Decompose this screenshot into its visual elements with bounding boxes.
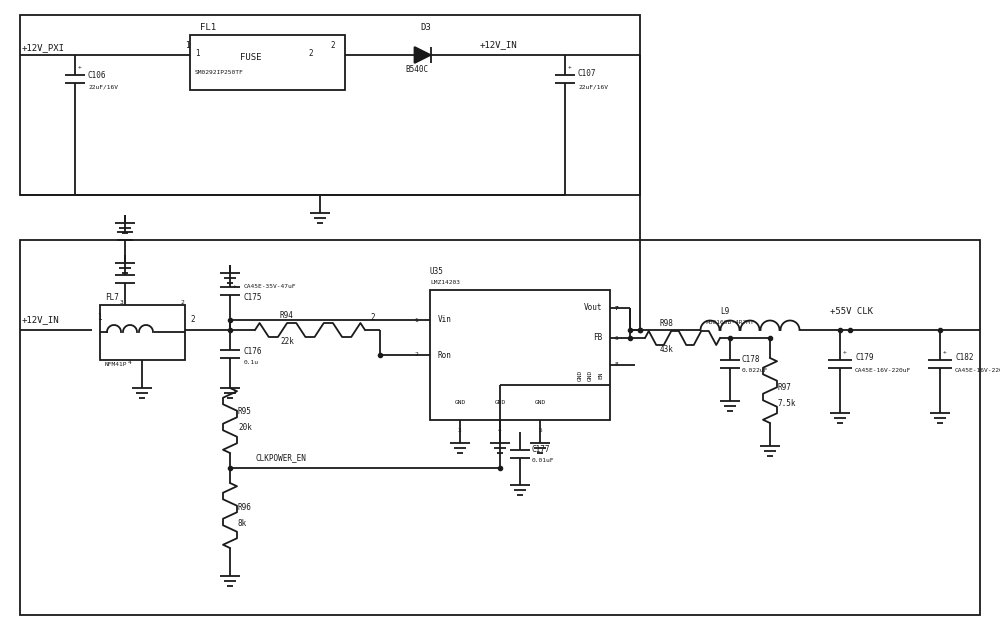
Text: 0.1u: 0.1u [244, 359, 259, 364]
Text: NFM41P: NFM41P [105, 362, 128, 368]
Text: FUSE: FUSE [240, 52, 262, 61]
Text: C106: C106 [88, 71, 106, 79]
Text: 2: 2 [330, 41, 335, 49]
Text: C178: C178 [742, 356, 761, 364]
Polygon shape [415, 47, 430, 63]
Text: B540C: B540C [405, 66, 428, 74]
Text: SM0292IP250TF: SM0292IP250TF [195, 71, 244, 76]
Text: R98: R98 [660, 319, 674, 329]
Text: 4: 4 [498, 428, 502, 432]
Text: 6: 6 [615, 336, 619, 341]
Text: +12V_IN: +12V_IN [22, 316, 60, 324]
Text: 8: 8 [615, 362, 619, 368]
Text: EN: EN [598, 371, 603, 379]
Text: 0.01uF: 0.01uF [532, 458, 554, 462]
Text: CA45E-16V-220uF: CA45E-16V-220uF [955, 368, 1000, 372]
Bar [20, 240, 980, 615]
Text: GND: GND [494, 399, 506, 404]
Text: 1: 1 [97, 314, 102, 322]
Text: GND: GND [534, 399, 546, 404]
Text: CA45E-35V-47uF: CA45E-35V-47uF [244, 284, 296, 289]
Text: +: + [568, 64, 572, 69]
Text: 1: 1 [414, 318, 418, 322]
Text: 3: 3 [120, 299, 124, 304]
Text: LMZ14203: LMZ14203 [430, 279, 460, 284]
Text: 7.5k: 7.5k [778, 399, 796, 408]
Text: R96: R96 [238, 503, 252, 511]
Text: 22k: 22k [280, 338, 294, 346]
Text: GND: GND [578, 369, 583, 381]
Text: FL1: FL1 [200, 22, 216, 31]
Text: 3: 3 [458, 428, 462, 432]
Text: +55V CLK: +55V CLK [830, 308, 873, 316]
Text: C175: C175 [244, 294, 262, 302]
Text: U35: U35 [430, 268, 444, 276]
Text: PB0160B-4R7MT: PB0160B-4R7MT [705, 319, 754, 324]
Text: +: + [233, 284, 237, 289]
Text: 2: 2 [414, 352, 418, 357]
Text: 0.022uF: 0.022uF [742, 368, 768, 372]
Text: R95: R95 [238, 408, 252, 416]
Text: 2: 2 [190, 316, 195, 324]
Text: 22uF/16V: 22uF/16V [578, 84, 608, 89]
Bar [190, 35, 345, 90]
Text: +: + [943, 349, 947, 354]
Text: GND: GND [454, 399, 466, 404]
Text: +: + [843, 349, 847, 354]
Text: FL7: FL7 [105, 292, 119, 301]
Text: C107: C107 [578, 69, 596, 78]
Text: C179: C179 [855, 354, 874, 362]
Text: 5: 5 [538, 428, 542, 432]
Text: L9: L9 [720, 308, 729, 316]
Text: C176: C176 [244, 348, 262, 356]
Text: R97: R97 [778, 384, 792, 392]
Text: 1: 1 [195, 49, 200, 58]
Text: 7: 7 [615, 306, 619, 311]
Text: 20k: 20k [238, 424, 252, 432]
Text: +12V_PXI: +12V_PXI [22, 44, 65, 53]
Text: GND: GND [588, 369, 593, 381]
Text: 2: 2 [370, 314, 375, 322]
Text: CLKPOWER_EN: CLKPOWER_EN [255, 454, 306, 462]
Text: 4: 4 [128, 361, 132, 366]
Text: FB: FB [593, 334, 602, 342]
Text: 43k: 43k [660, 346, 674, 354]
Text: C177: C177 [532, 446, 550, 454]
Text: Ron: Ron [438, 351, 452, 359]
Text: 22uF/16V: 22uF/16V [88, 84, 118, 89]
Text: 7: 7 [615, 306, 619, 311]
Text: 2: 2 [180, 299, 184, 304]
Text: C182: C182 [955, 354, 974, 362]
Text: 8k: 8k [238, 519, 247, 528]
Bar [430, 290, 610, 420]
Text: 1: 1 [185, 41, 190, 49]
Text: Vout: Vout [584, 304, 602, 312]
Text: R94: R94 [280, 311, 294, 319]
Text: 2: 2 [308, 49, 313, 58]
Text: CA45E-16V-220uF: CA45E-16V-220uF [855, 368, 911, 372]
Text: +12V_IN: +12V_IN [480, 41, 518, 49]
Bar [100, 305, 185, 360]
Text: D3: D3 [420, 24, 431, 32]
Text: +: + [78, 64, 82, 69]
Bar [20, 15, 640, 195]
Text: Vin: Vin [438, 316, 452, 324]
